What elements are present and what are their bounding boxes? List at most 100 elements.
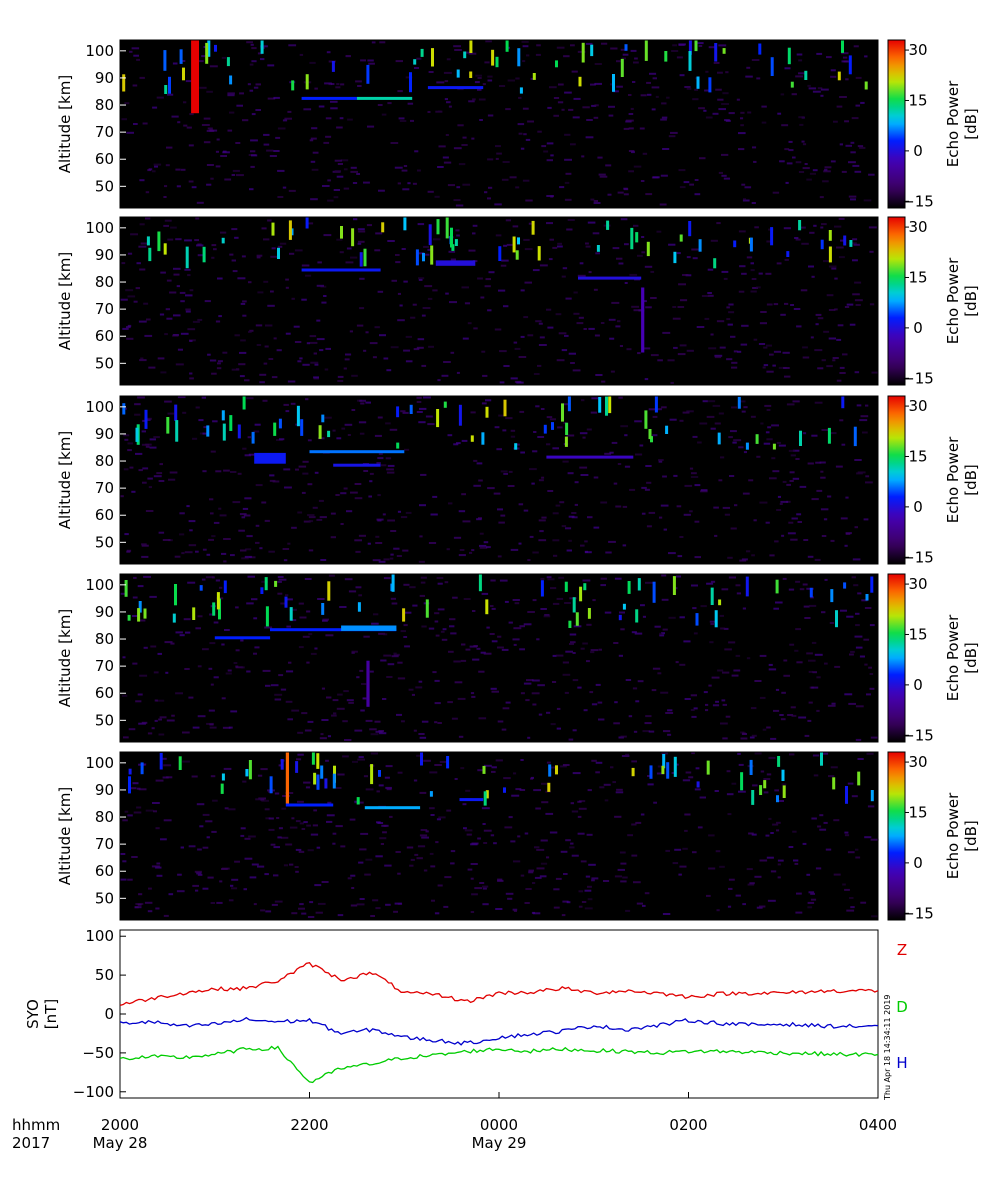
noise-cell (708, 834, 715, 837)
noise-cell (811, 498, 819, 501)
noise-cell (738, 132, 746, 135)
noise-cell (261, 227, 267, 230)
noise-cell (391, 655, 399, 658)
noise-cell (555, 504, 561, 507)
noise-cell (864, 663, 868, 666)
noise-cell (568, 539, 572, 542)
noise-cell (491, 607, 496, 610)
noise-cell (533, 789, 541, 792)
noise-cell (633, 309, 642, 312)
noise-cell (523, 509, 529, 512)
y-tick-label: 60 (95, 862, 114, 880)
noise-cell (410, 858, 415, 861)
noise-cell (705, 703, 709, 706)
noise-cell (694, 788, 701, 791)
noise-cell (807, 462, 814, 465)
noise-cell (143, 302, 149, 305)
noise-cell (539, 264, 548, 267)
noise-cell (434, 721, 438, 724)
noise-cell (648, 511, 656, 514)
noise-cell (642, 615, 646, 618)
noise-cell (141, 543, 147, 546)
sporadic-echo (870, 790, 874, 802)
noise-cell (189, 372, 193, 375)
noise-cell (210, 775, 216, 778)
noise-cell (832, 359, 836, 362)
noise-cell (266, 149, 274, 152)
colorbar-tick-label: 0 (913, 498, 923, 516)
noise-cell (780, 93, 785, 96)
noise-cell (641, 486, 647, 489)
noise-cell (724, 513, 730, 516)
noise-cell (263, 280, 269, 283)
noise-cell (699, 422, 708, 425)
noise-cell (443, 361, 451, 363)
noise-cell (497, 635, 502, 638)
noise-cell (215, 165, 221, 168)
noise-cell (283, 559, 288, 562)
noise-cell (577, 832, 585, 835)
noise-cell (746, 66, 751, 69)
noise-cell (684, 829, 688, 832)
noise-cell (424, 285, 433, 288)
noise-cell (576, 322, 584, 325)
noise-cell (839, 96, 847, 98)
sporadic-echo (695, 613, 699, 626)
noise-cell (154, 165, 158, 168)
noise-cell (381, 113, 387, 116)
noise-cell (502, 161, 510, 163)
noise-cell (599, 786, 605, 789)
noise-cell (822, 180, 829, 183)
series-line-D (119, 1045, 879, 1084)
noise-cell (230, 554, 235, 557)
echo-feature (301, 96, 357, 100)
noise-cell (499, 85, 506, 87)
noise-cell (721, 174, 727, 177)
noise-cell (855, 848, 859, 851)
noise-cell (588, 271, 592, 274)
noise-cell (216, 901, 223, 904)
noise-cell (679, 616, 685, 619)
sporadic-echo (135, 427, 139, 442)
noise-cell (437, 884, 443, 887)
noise-cell (743, 406, 748, 409)
noise-cell (207, 876, 214, 879)
sporadic-echo (755, 434, 759, 444)
colorbar-scale (887, 39, 906, 209)
noise-cell (483, 652, 492, 655)
noise-cell (621, 755, 630, 757)
noise-cell (564, 334, 569, 337)
noise-cell (844, 693, 853, 696)
sporadic-echo (555, 60, 558, 68)
noise-cell (790, 304, 794, 306)
noise-cell (234, 860, 240, 863)
colorbar-tick-label: −15 (902, 369, 934, 387)
noise-cell (305, 222, 314, 225)
noise-cell (810, 892, 815, 895)
noise-cell (209, 723, 214, 726)
noise-cell (731, 674, 739, 677)
noise-cell (645, 465, 652, 467)
noise-cell (133, 123, 138, 125)
noise-cell (759, 859, 768, 862)
noise-cell (402, 549, 409, 552)
noise-cell (652, 77, 657, 80)
noise-cell (582, 436, 586, 439)
noise-cell (259, 381, 265, 384)
noise-cell (436, 577, 444, 579)
noise-cell (402, 188, 410, 191)
noise-cell (571, 810, 579, 813)
noise-cell (384, 864, 392, 867)
noise-cell (386, 471, 395, 474)
noise-cell (297, 800, 304, 803)
noise-cell (202, 887, 209, 890)
noise-cell (561, 349, 568, 352)
noise-cell (442, 628, 447, 631)
noise-cell (478, 517, 482, 520)
noise-cell (462, 803, 467, 806)
noise-cell (610, 370, 615, 373)
noise-cell (600, 501, 608, 504)
noise-cell (206, 836, 210, 839)
noise-cell (474, 887, 482, 890)
noise-cell (624, 465, 631, 468)
